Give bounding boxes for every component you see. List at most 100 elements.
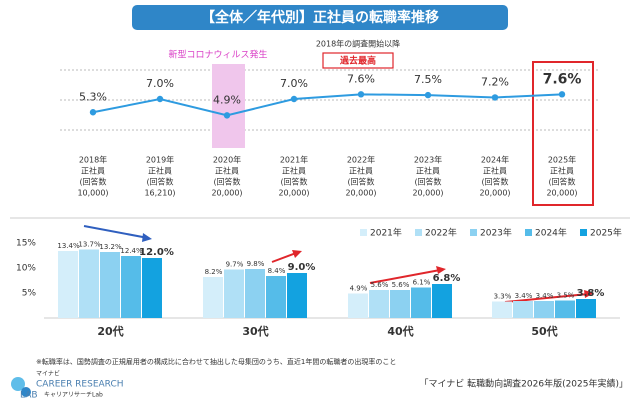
bar (266, 276, 286, 318)
value-label: 13.7% (78, 241, 101, 249)
value-label: 7.6% (347, 72, 375, 85)
point (223, 112, 231, 119)
x-tick-label: 正社員 (483, 166, 507, 176)
x-tick-label: 2019年 (146, 155, 174, 165)
x-tick-label: 正社員 (349, 166, 373, 176)
value-label: 5.6% (392, 281, 410, 289)
bar (100, 252, 120, 318)
legend-swatch (470, 229, 477, 236)
value-label: 12.4% (120, 247, 143, 255)
legend-swatch (360, 229, 367, 236)
x-tick-label: 20,000) (546, 189, 577, 198)
x-tick-label: 2022年 (347, 155, 375, 165)
value-label: 9.0% (288, 262, 316, 273)
x-tick-label: 2021年 (280, 155, 308, 165)
value-label: 8.2% (205, 268, 223, 276)
x-tick-label: 正社員 (416, 166, 440, 176)
value-label: 13.2% (99, 243, 122, 251)
y-tick-label: 10% (16, 264, 36, 274)
point (156, 95, 164, 103)
bar (411, 287, 431, 318)
footnote: ※転職率は、国勢調査の正規雇用者の構成比に合わせて抽出した母集団のうち、直近1年… (36, 357, 396, 366)
x-tick-label: 正社員 (550, 166, 574, 176)
x-tick-label: 20,000) (412, 189, 443, 198)
covid-band (212, 64, 245, 148)
x-tick-label: 正社員 (81, 166, 105, 176)
point (424, 91, 432, 99)
value-label: 7.0% (146, 77, 174, 90)
value-label: 4.9% (350, 285, 368, 293)
line (92, 93, 563, 117)
x-tick-label: (回答数 (213, 177, 240, 187)
source: 「マイナビ 転職動向調査2026年版(2025年実績)」 (419, 378, 628, 390)
value-label: 6.8% (433, 273, 461, 284)
x-tick-label: (回答数 (146, 177, 173, 187)
value-label: 7.5% (414, 73, 442, 86)
value-label: 12.0% (139, 247, 174, 258)
bar (390, 290, 410, 318)
bar (142, 258, 162, 318)
bar (58, 251, 78, 318)
x-tick-label: (回答数 (280, 177, 307, 187)
point (89, 109, 97, 116)
x-tick-label: (回答数 (347, 177, 374, 187)
value-label: 3.8% (577, 288, 605, 299)
value-label: 8.4% (268, 267, 286, 275)
value-label: 5.3% (79, 90, 107, 103)
bar (513, 301, 533, 318)
y-tick-label: 5% (22, 289, 37, 299)
legend-swatch (525, 229, 532, 236)
bar (121, 256, 141, 318)
bar (555, 300, 575, 318)
value-label: 6.1% (413, 279, 431, 287)
bar (287, 273, 307, 318)
x-tick-label: 30代 (242, 324, 268, 338)
value-label: 7.2% (481, 75, 509, 88)
value-label: 13.4% (57, 242, 80, 250)
bar (369, 290, 389, 318)
x-tick-label: 20,000) (345, 189, 376, 198)
x-tick-label: 2020年 (213, 155, 241, 165)
bar (432, 284, 452, 318)
logo-name: CAREER RESEARCH (36, 380, 124, 390)
value-label: 4.9% (213, 93, 241, 106)
record-box (322, 52, 394, 69)
logo-sub: キャリアリサーチLab (44, 392, 103, 399)
legend-swatch (415, 229, 422, 236)
annotation: 2018年の調査開始以降 (316, 39, 400, 49)
point (491, 94, 499, 101)
x-tick-label: 2018年 (79, 155, 107, 165)
x-tick-label: 20代 (97, 324, 123, 338)
value-label: 9.8% (247, 260, 265, 268)
x-tick-label: 2024年 (481, 155, 509, 165)
x-tick-label: 正社員 (282, 166, 306, 176)
x-tick-label: 20,000) (211, 189, 242, 198)
highlight-box (532, 61, 594, 206)
point (290, 95, 298, 103)
x-tick-label: 正社員 (215, 166, 239, 176)
logo-brand: マイナビ (36, 370, 60, 378)
legend-swatch (580, 229, 587, 236)
x-tick-label: 16,210) (144, 189, 175, 198)
value-label: 7.0% (280, 77, 308, 90)
bar (348, 293, 368, 318)
legend-label: 2022年 (425, 227, 457, 239)
trend-arrows (83, 225, 594, 303)
legend-label: 2023年 (480, 227, 512, 239)
legend-label: 2021年 (370, 227, 402, 239)
bar (576, 299, 596, 318)
value-label: 9.7% (226, 261, 244, 269)
value-label: 3.3% (494, 293, 512, 301)
x-tick-label: (回答数 (548, 177, 575, 187)
bar (203, 277, 223, 318)
y-tick-label: 15% (16, 239, 36, 249)
x-tick-label: 50代 (531, 324, 557, 338)
bar (224, 269, 244, 318)
value-label: 5.6% (371, 281, 389, 289)
x-tick-label: 正社員 (148, 166, 172, 176)
bar (79, 249, 99, 318)
annotation: 新型コロナウィルス発生 (168, 49, 267, 61)
bar (245, 269, 265, 318)
